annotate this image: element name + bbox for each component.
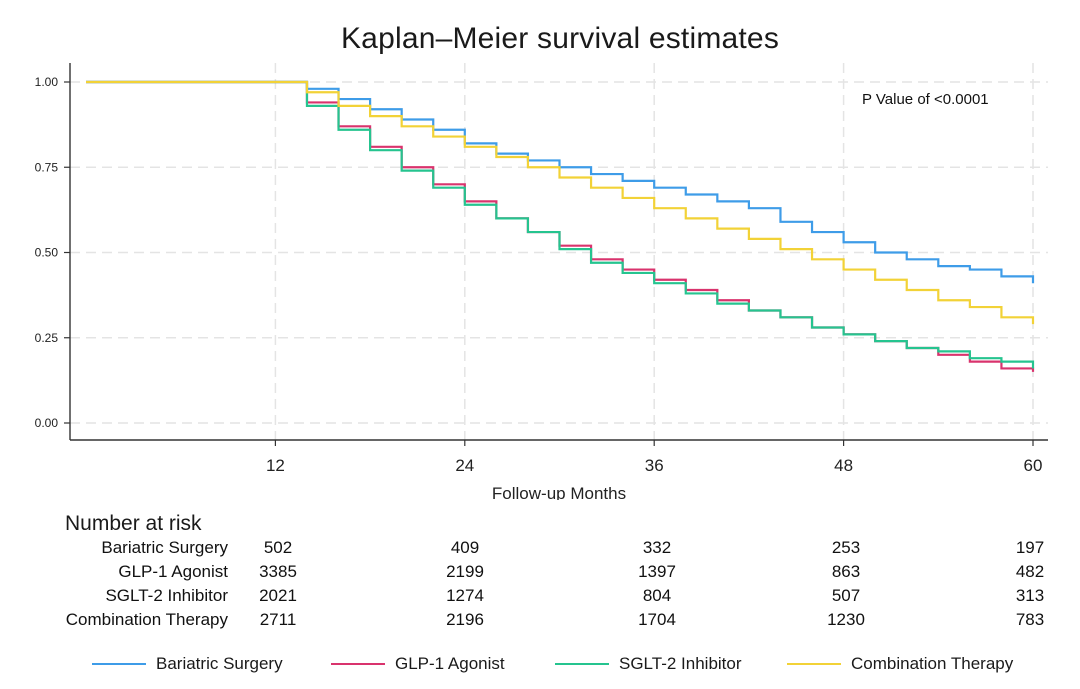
- x-tick-label: 48: [834, 456, 853, 475]
- x-tick-label: 12: [266, 456, 285, 475]
- legend-label: SGLT-2 Inhibitor: [619, 654, 742, 673]
- legend-label: Combination Therapy: [851, 654, 1014, 673]
- chart-title: Kaplan–Meier survival estimates: [340, 22, 780, 55]
- y-tick-label: 0.25: [35, 331, 59, 345]
- legend-item: GLP-1 Agonist: [331, 651, 505, 677]
- risk-value: 313: [1015, 586, 1045, 605]
- x-tick-label: 60: [1024, 456, 1043, 475]
- risk-value: 2196: [446, 610, 484, 629]
- legend-swatch: [92, 663, 146, 665]
- y-tick-label: 1.00: [35, 75, 59, 89]
- risk-value: 1230: [827, 610, 865, 629]
- legend-swatch: [555, 663, 609, 665]
- y-tick-label: 0.50: [35, 246, 59, 260]
- risk-value: 197: [1015, 538, 1045, 557]
- x-tick-label: 24: [455, 456, 474, 475]
- series-line-bariatric-surgery: [86, 80, 1035, 284]
- x-tick-label: 36: [645, 456, 664, 475]
- risk-value: 2199: [446, 562, 484, 581]
- risk-row-label: Combination Therapy: [65, 610, 228, 629]
- risk-value: 507: [831, 586, 861, 605]
- series-line-combination-therapy: [86, 80, 1035, 325]
- y-tick-label: 0.00: [35, 416, 59, 430]
- risk-row-label: GLP-1 Agonist: [118, 562, 228, 581]
- risk-value: 502: [263, 538, 293, 557]
- legend-item: SGLT-2 Inhibitor: [555, 651, 742, 677]
- risk-row-label: SGLT-2 Inhibitor: [105, 586, 228, 605]
- risk-value: 804: [642, 586, 672, 605]
- risk-value: 3385: [259, 562, 297, 581]
- risk-value: 482: [1015, 562, 1045, 581]
- legend-label: GLP-1 Agonist: [395, 654, 505, 673]
- survival-plot: 0.00 0.25 0.50 0.75 1.00 12 24 36 48 60 Follow-up …: [35, 63, 1048, 500]
- legend-swatch: [331, 663, 385, 665]
- risk-value: 863: [831, 562, 861, 581]
- risk-value: 409: [450, 538, 480, 557]
- risk-table-title: Number at risk: [65, 512, 202, 535]
- y-tick-label: 0.75: [35, 160, 59, 174]
- legend-item: Combination Therapy: [787, 651, 1013, 677]
- risk-value: 783: [1015, 610, 1045, 629]
- chart-legend: Bariatric Surgery GLP-1 Agonist SGLT-2 Inh…: [0, 651, 1080, 677]
- risk-value: 2021: [259, 586, 297, 605]
- risk-value: 1704: [638, 610, 676, 629]
- risk-value: 1397: [638, 562, 676, 581]
- risk-value: 332: [642, 538, 672, 557]
- legend-swatch: [787, 663, 841, 665]
- risk-row-label: Bariatric Surgery: [101, 538, 228, 557]
- risk-value: 2711: [259, 610, 297, 629]
- legend-label: Bariatric Surgery: [156, 654, 283, 673]
- p-value-annotation: P Value of <0.0001: [862, 91, 989, 108]
- series-line-sglt-2-inhibitor: [86, 80, 1035, 369]
- risk-value: 253: [831, 538, 861, 557]
- risk-value: 1274: [446, 586, 484, 605]
- legend-item: Bariatric Surgery: [92, 651, 283, 677]
- x-axis-label: Follow-up Months: [492, 484, 626, 500]
